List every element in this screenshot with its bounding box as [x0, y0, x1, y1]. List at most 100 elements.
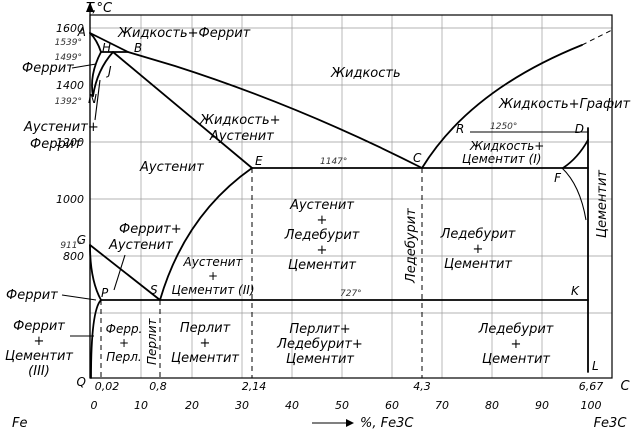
point-j: J: [106, 64, 112, 78]
x-tick-60: 60: [385, 399, 399, 412]
line-gs: [89, 244, 161, 301]
region-ferr-perl-1: Ферр.: [106, 322, 143, 336]
x-left-label: Fe: [12, 416, 27, 431]
point-n: N: [88, 92, 97, 106]
region-aus-cem2-1: Аустенит: [183, 255, 244, 269]
c-value-002: 0,02: [95, 380, 120, 393]
region-ferr-perl-2: +: [119, 336, 129, 350]
temp-1539: 1539°: [55, 38, 82, 48]
point-l: L: [592, 359, 599, 373]
region-perl-led-cem-3: Цементит: [286, 352, 354, 367]
x-tick-80: 80: [485, 399, 499, 412]
region-austenite: Аустенит: [139, 160, 204, 175]
x-tick-0: 0: [91, 399, 98, 412]
x-right-label: Fe3C: [594, 416, 628, 431]
region-liquid: Жидкость: [330, 66, 401, 81]
y-tick-1000: 1000: [56, 193, 84, 206]
region-ferrite-cem3-4: (III): [28, 364, 50, 379]
x-tick-100: 100: [581, 399, 602, 412]
region-led-cem-low-2: +: [511, 337, 522, 352]
x-axis-label: %, Fe3C: [360, 416, 414, 431]
point-r: R: [456, 122, 464, 136]
region-ledeburite-vertical: Ледебурит: [404, 208, 419, 284]
region-led-cem-3: Цементит: [444, 257, 512, 272]
temp-727: 727°: [340, 289, 362, 299]
line-gp: [89, 244, 102, 301]
line-es: [159, 167, 253, 301]
region-aus-led-cem-1: Аустенит: [289, 198, 354, 213]
liquidus-cd: [421, 44, 583, 169]
point-a: A: [77, 25, 86, 39]
c-value-214: 2,14: [242, 380, 267, 393]
region-aus-led-cem-2: +: [317, 213, 328, 228]
point-e: E: [255, 154, 263, 168]
point-c: C: [413, 151, 422, 165]
region-perl-cem-1: Перлит: [180, 321, 231, 336]
temp-1250: 1250°: [490, 122, 517, 132]
x-tick-70: 70: [435, 399, 449, 412]
region-ferrite-cem3-1: Феррит: [13, 319, 65, 334]
line-hn: [91, 51, 102, 97]
point-s: S: [150, 283, 158, 297]
region-pearlite-vertical: Перлит: [145, 318, 159, 365]
ferrite-mid-pointer: [61, 294, 97, 301]
line-jn: [92, 51, 114, 97]
point-k: K: [571, 284, 580, 298]
x-tick-30: 30: [235, 399, 249, 412]
c-axis-letter: C: [620, 379, 630, 394]
temp-1499: 1499°: [55, 53, 82, 63]
region-aus-cem2-2: +: [208, 269, 218, 283]
temp-1392: 1392°: [55, 97, 82, 107]
region-liquid-austenite-2: Аустенит: [209, 129, 274, 144]
point-p: P: [101, 286, 109, 300]
x-tick-40: 40: [285, 399, 299, 412]
solidus-je: [112, 51, 253, 169]
region-aus-led-cem-3: Ледебурит: [284, 228, 360, 243]
region-aus-cem2-3: Цементит (II): [171, 283, 254, 297]
c-value-43: 4,3: [413, 380, 431, 393]
region-led-cem-low-1: Ледебурит: [478, 322, 554, 337]
region-ferrite-cem3-2: +: [34, 334, 45, 349]
region-aus-led-cem-5: Цементит: [288, 258, 356, 273]
line-f-l: [561, 167, 587, 221]
liquidus-fd: [562, 139, 589, 169]
region-perl-led-cem-1: Перлит+: [289, 322, 350, 337]
ferrite-austenite-pointer: [113, 254, 126, 291]
x-tick-90: 90: [535, 399, 549, 412]
c-value-667: 6,67: [579, 380, 604, 393]
region-led-cem-2: +: [473, 242, 484, 257]
point-d: D: [575, 122, 584, 136]
line-pq: [90, 299, 102, 379]
region-cementite-vertical: Цементит: [595, 170, 610, 238]
y-tick-1400: 1400: [56, 79, 84, 92]
region-austenite-ferrite-2: Феррит: [30, 137, 82, 152]
region-led-cem-low-3: Цементит: [482, 352, 550, 367]
liquidus-extension: [581, 29, 613, 46]
austenite-ferrite-pointer: [94, 79, 101, 121]
x-tick-50: 50: [335, 399, 349, 412]
solidus-ah: [89, 32, 102, 53]
temp-911: 911°: [60, 241, 82, 251]
region-ferrite-cem3-3: Цементит: [5, 349, 73, 364]
region-perl-led-cem-2: Ледебурит+: [276, 337, 363, 352]
x-arrow-head: [346, 419, 354, 427]
y-tick-1600: 1600: [56, 22, 84, 35]
point-q: Q: [77, 375, 86, 389]
region-ferr-perl-3: Перл.: [106, 350, 142, 364]
ferrite-top-pointer: [71, 63, 97, 69]
grid: [90, 15, 612, 378]
region-liquid-cementite-1: Жидкость+: [469, 139, 544, 153]
point-b: B: [134, 41, 142, 55]
liquidus-abc: [89, 32, 423, 169]
y-axis-arrow: [86, 2, 94, 12]
region-ferrite-austenite-1: Феррит+: [119, 222, 182, 237]
region-liquid-austenite-1: Жидкость+: [199, 113, 281, 128]
point-h: H: [102, 41, 111, 55]
region-ferrite-top: Феррит: [22, 61, 74, 76]
region-ferrite-austenite-2: Аустенит: [108, 238, 173, 253]
y-tick-800: 800: [63, 250, 84, 263]
region-aus-led-cem-4: +: [317, 243, 328, 258]
region-austenite-ferrite-1: Аустенит+: [23, 120, 99, 135]
c-value-08: 0,8: [149, 380, 167, 393]
